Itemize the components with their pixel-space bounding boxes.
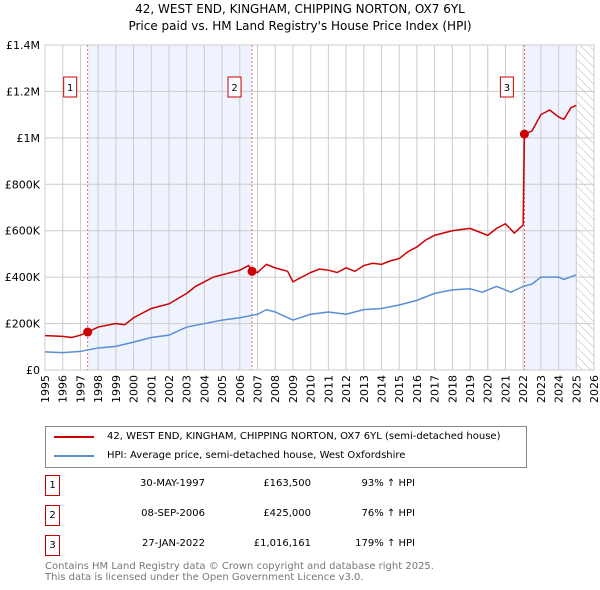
x-tick-label: 1996 (57, 375, 70, 403)
x-tick-label: 2012 (340, 375, 353, 403)
x-tick-label: 2026 (588, 375, 600, 403)
x-tick-label: 2023 (535, 375, 548, 403)
x-tick-label: 1998 (92, 375, 105, 403)
x-tick-label: 2009 (287, 375, 300, 403)
x-tick-label: 2001 (145, 375, 158, 403)
legend-swatch-hpi (54, 454, 94, 457)
sale-marker-box (63, 76, 78, 98)
x-tick-label: 2015 (393, 375, 406, 403)
x-tick-label: 2013 (358, 375, 371, 403)
sale-price: £425,000 (263, 508, 311, 519)
sale-point (247, 266, 257, 276)
y-tick-label: £0 (26, 364, 40, 377)
x-tick-label: 1995 (39, 375, 52, 403)
x-tick-label: 2016 (411, 375, 424, 403)
x-tick-label: 2019 (464, 375, 477, 403)
sale-marker: 3 (45, 535, 60, 556)
forecast-hatch (576, 45, 594, 370)
sale-marker-label: 3 (504, 83, 510, 94)
x-tick-label: 2006 (234, 375, 247, 403)
sale-point (83, 327, 93, 337)
footer-licence: This data is licensed under the Open Gov… (45, 572, 364, 583)
sale-date: 08-SEP-2006 (141, 508, 205, 519)
sale-date: 27-JAN-2022 (141, 538, 205, 549)
legend-label-hpi: HPI: Average price, semi-detached house,… (107, 450, 406, 461)
sale-marker-label: 2 (231, 83, 237, 94)
x-tick-label: 2022 (517, 375, 530, 403)
y-tick-label: £1.2M (6, 85, 40, 98)
x-tick-label: 2005 (216, 375, 229, 403)
sale-date: 30-MAY-1997 (139, 478, 205, 489)
y-tick-label: £600K (5, 225, 41, 238)
x-tick-label: 2025 (570, 375, 583, 403)
x-tick-label: 2000 (128, 375, 141, 403)
sale-row: 1 30-MAY-1997 £163,500 93% ↑ HPI (45, 475, 545, 496)
x-tick-label: 2020 (482, 375, 495, 403)
chart-subtitle: Price paid vs. HM Land Registry's House … (128, 19, 472, 33)
x-tick-label: 2011 (322, 375, 335, 403)
x-tick-label: 2007 (252, 375, 265, 403)
sale-row: 2 08-SEP-2006 £425,000 76% ↑ HPI (45, 505, 545, 526)
sale-price: £1,016,161 (253, 538, 311, 549)
sale-hpi: 179% ↑ HPI (355, 538, 415, 549)
x-tick-label: 2021 (499, 375, 512, 403)
x-tick-label: 2010 (305, 375, 318, 403)
legend: 42, WEST END, KINGHAM, CHIPPING NORTON, … (45, 426, 527, 468)
price-chart: 1995 1996 1997 1998 1999 2000 2001 2002 2003 2004… (5, 39, 600, 403)
y-tick-label: £1.4M (6, 39, 40, 52)
sale-hpi: 76% ↑ HPI (361, 508, 415, 519)
footer-copyright: Contains HM Land Registry data © Crown c… (45, 561, 434, 572)
x-tick-label: 2003 (181, 375, 194, 403)
sale-price: £163,500 (263, 478, 311, 489)
x-tick-label: 1999 (110, 375, 123, 403)
x-tick-label: 2002 (163, 375, 176, 403)
shaded-range (524, 45, 577, 370)
sale-marker-box (227, 76, 242, 98)
x-tick-label: 2024 (553, 375, 566, 403)
x-tick-label: 2018 (446, 375, 459, 403)
sale-point (519, 129, 529, 139)
x-tick-label: 2017 (429, 375, 442, 403)
plot-border (44, 44, 595, 371)
y-tick-label: £400K (5, 271, 41, 284)
sale-marker-box (499, 76, 514, 98)
x-tick-label: 2014 (375, 375, 388, 403)
sale-marker: 2 (45, 505, 60, 526)
hpi-line (44, 274, 577, 354)
chart-title: 42, WEST END, KINGHAM, CHIPPING NORTON, … (135, 2, 465, 16)
legend-label-property: 42, WEST END, KINGHAM, CHIPPING NORTON, … (107, 431, 501, 442)
x-tick-label: 1997 (74, 375, 87, 403)
legend-swatch-property (54, 435, 94, 438)
sale-marker-label: 1 (67, 83, 73, 94)
footer: Contains HM Land Registry data © Crown c… (45, 561, 434, 583)
y-tick-label: £200K (5, 318, 41, 331)
property-line (44, 104, 577, 339)
y-tick-label: £800K (5, 178, 41, 191)
sale-marker: 1 (45, 475, 60, 496)
x-tick-label: 2004 (198, 375, 211, 403)
sale-row: 3 27-JAN-2022 £1,016,161 179% ↑ HPI (45, 535, 545, 556)
y-tick-label: £1M (17, 132, 41, 145)
sale-hpi: 93% ↑ HPI (361, 478, 415, 489)
x-tick-label: 2008 (269, 375, 282, 403)
shaded-range (87, 45, 253, 370)
